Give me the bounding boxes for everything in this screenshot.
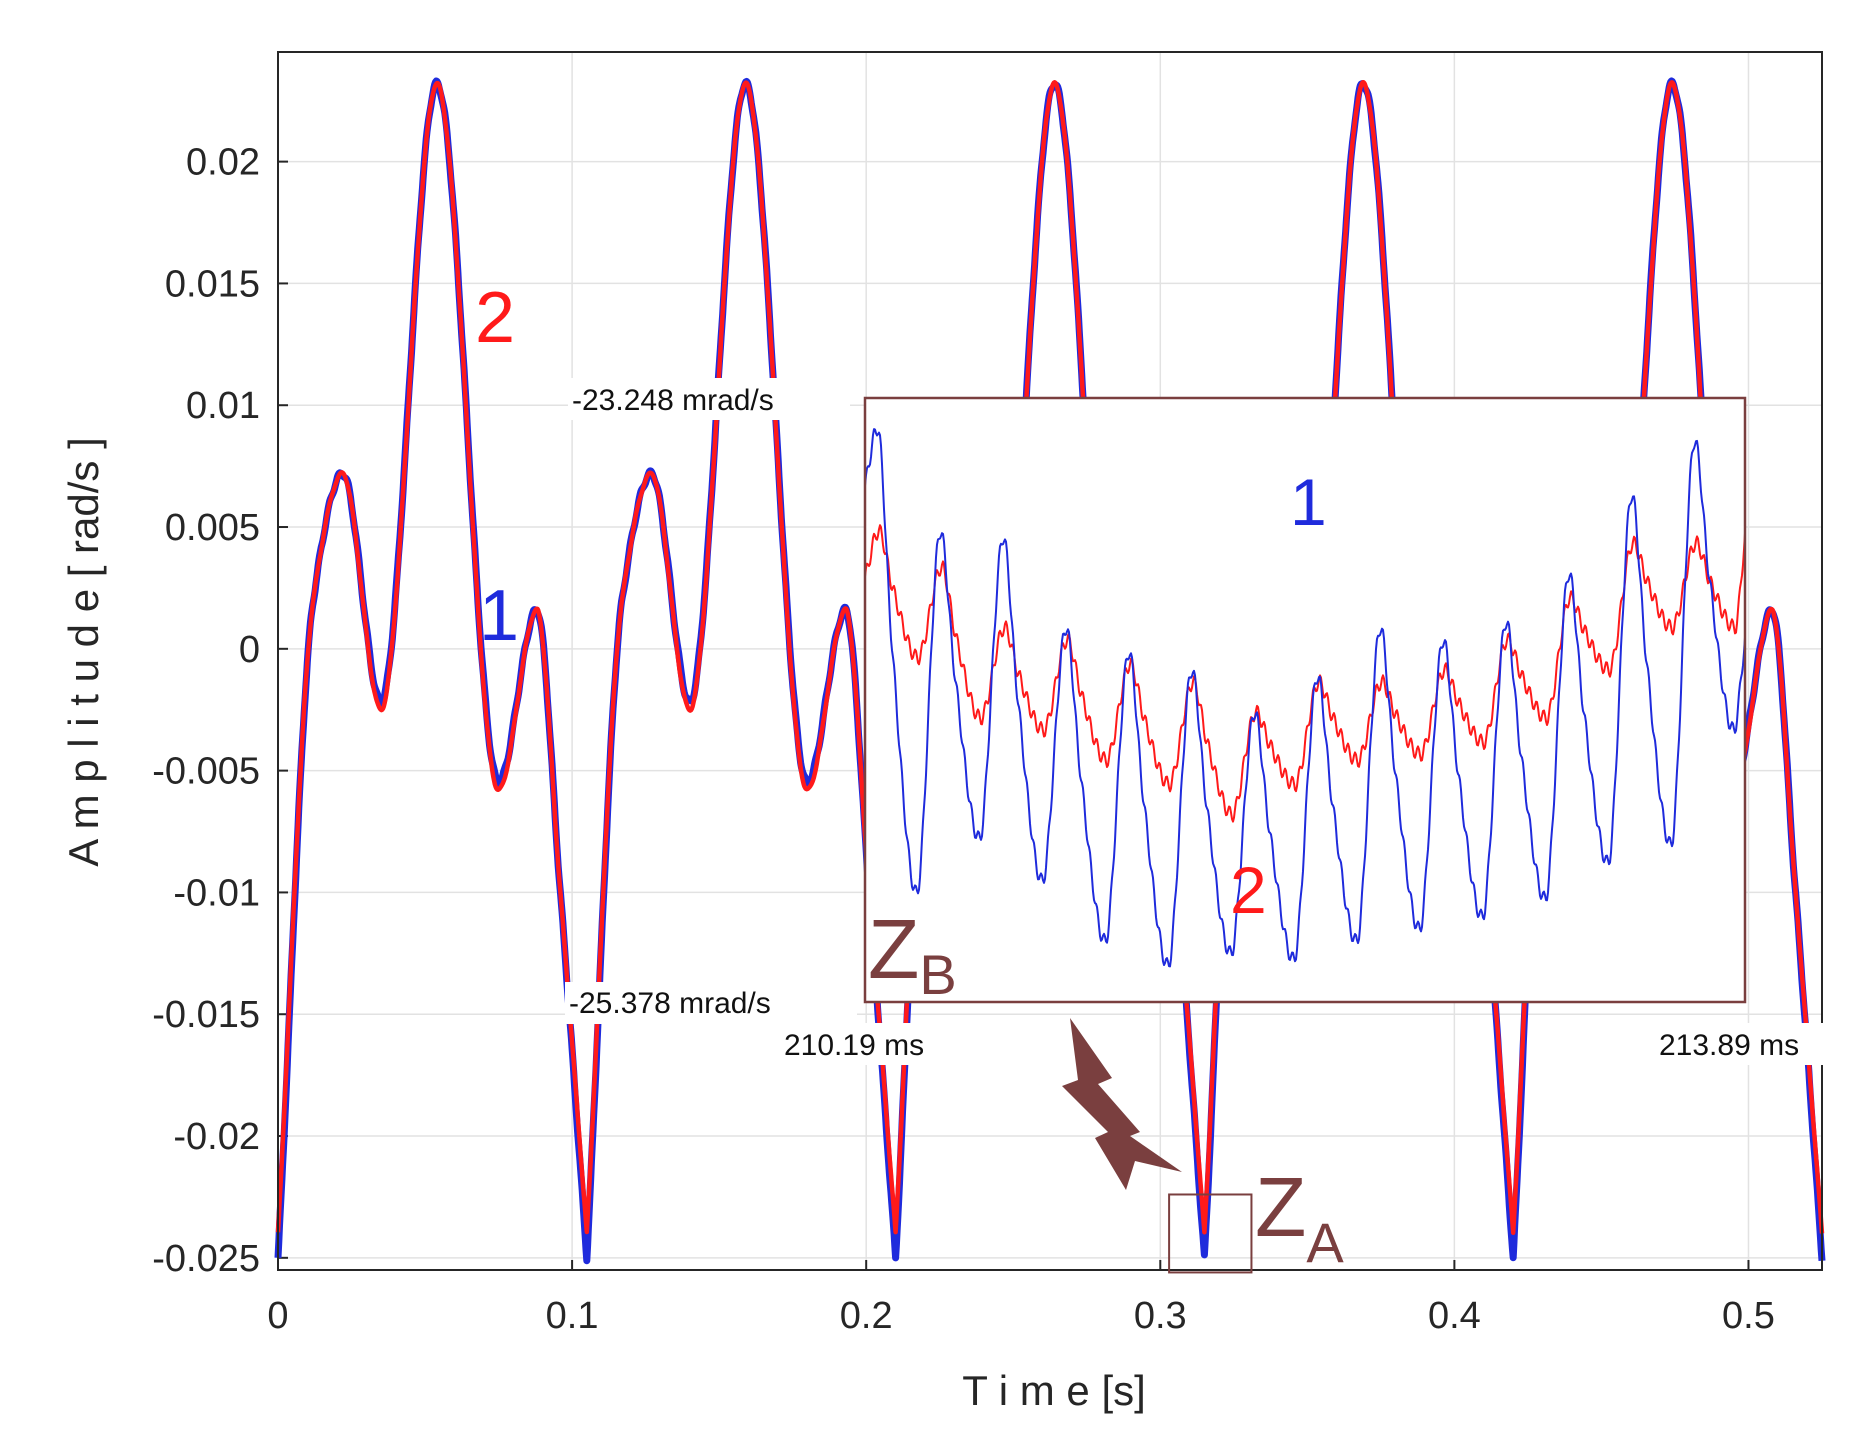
plot-frame (277, 51, 1823, 1271)
inset-series-label-2: 2 (1230, 853, 1267, 927)
x-tick-label: 0.5 (1722, 1295, 1775, 1337)
inset-curves (864, 428, 1746, 968)
y-tick-label: -0.005 (152, 751, 260, 793)
inset-label: ZB (868, 902, 957, 1006)
y-tick-label: 0.02 (186, 142, 260, 184)
x-tick-label: 0.4 (1428, 1295, 1481, 1337)
inset-bottom-value-label: -25.378 mrad/s (569, 987, 771, 1020)
y-tick-label: -0.015 (152, 994, 260, 1036)
y-axis-label: A m p l i t u d e [ rad/s ] (60, 437, 107, 867)
zoom-region-box (1168, 1193, 1253, 1274)
zoom-region-label-main: Z (1255, 1160, 1306, 1254)
zoom-region-label-sub: A (1306, 1211, 1344, 1274)
inset-end-time-label: 213.89 ms (1659, 1029, 1799, 1062)
inset-end-label-bg (1655, 1023, 1850, 1065)
inset-label-sub: B (919, 943, 956, 1006)
inset-top-label-bg (568, 378, 850, 420)
inset-series-line-2 (864, 524, 1746, 823)
zoom-region-label: ZA (1255, 1160, 1344, 1274)
x-tick-label: 0.3 (1134, 1295, 1187, 1337)
inset-series-line-1 (864, 428, 1746, 968)
x-tick-label: 0.1 (546, 1295, 599, 1337)
y-tick-label: 0.005 (165, 507, 260, 549)
y-tick-label: -0.01 (173, 872, 260, 914)
y-tick-label: -0.02 (173, 1116, 260, 1158)
x-axis-label: T i m e [s] (962, 1367, 1146, 1414)
inset-frame (863, 396, 1747, 1004)
y-tick-label: 0.015 (165, 263, 260, 305)
inset-top-value-label: -23.248 mrad/s (572, 384, 774, 417)
inset-background (865, 398, 1745, 1002)
inset-series-label-1: 1 (1290, 465, 1327, 539)
y-tick-label: 0.01 (186, 385, 260, 427)
y-tick-label: -0.025 (152, 1238, 260, 1280)
curve-label-2: 2 (475, 278, 515, 358)
inset-bottom-label-bg (565, 982, 857, 1024)
x-tick-label: 0.2 (840, 1295, 893, 1337)
y-axis-ticks: 0.02 0.015 0.01 0.005 0 -0.005 -0.01 -0.015 -0.0… (152, 142, 288, 1280)
inset-start-label-bg (780, 1023, 976, 1065)
inset-zoom: 1 2 ZB (863, 396, 1747, 1006)
curve-label-1: 1 (479, 576, 519, 656)
zoom-arrow (1062, 1018, 1182, 1190)
inset-start-time-label: 210.19 ms (784, 1029, 924, 1062)
x-tick-label: 0 (267, 1295, 288, 1337)
inset-label-main: Z (868, 902, 919, 996)
x-axis-ticks: 0 0.1 0.2 0.3 0.4 0.5 (267, 1260, 1775, 1337)
y-tick-label: 0 (239, 629, 260, 671)
